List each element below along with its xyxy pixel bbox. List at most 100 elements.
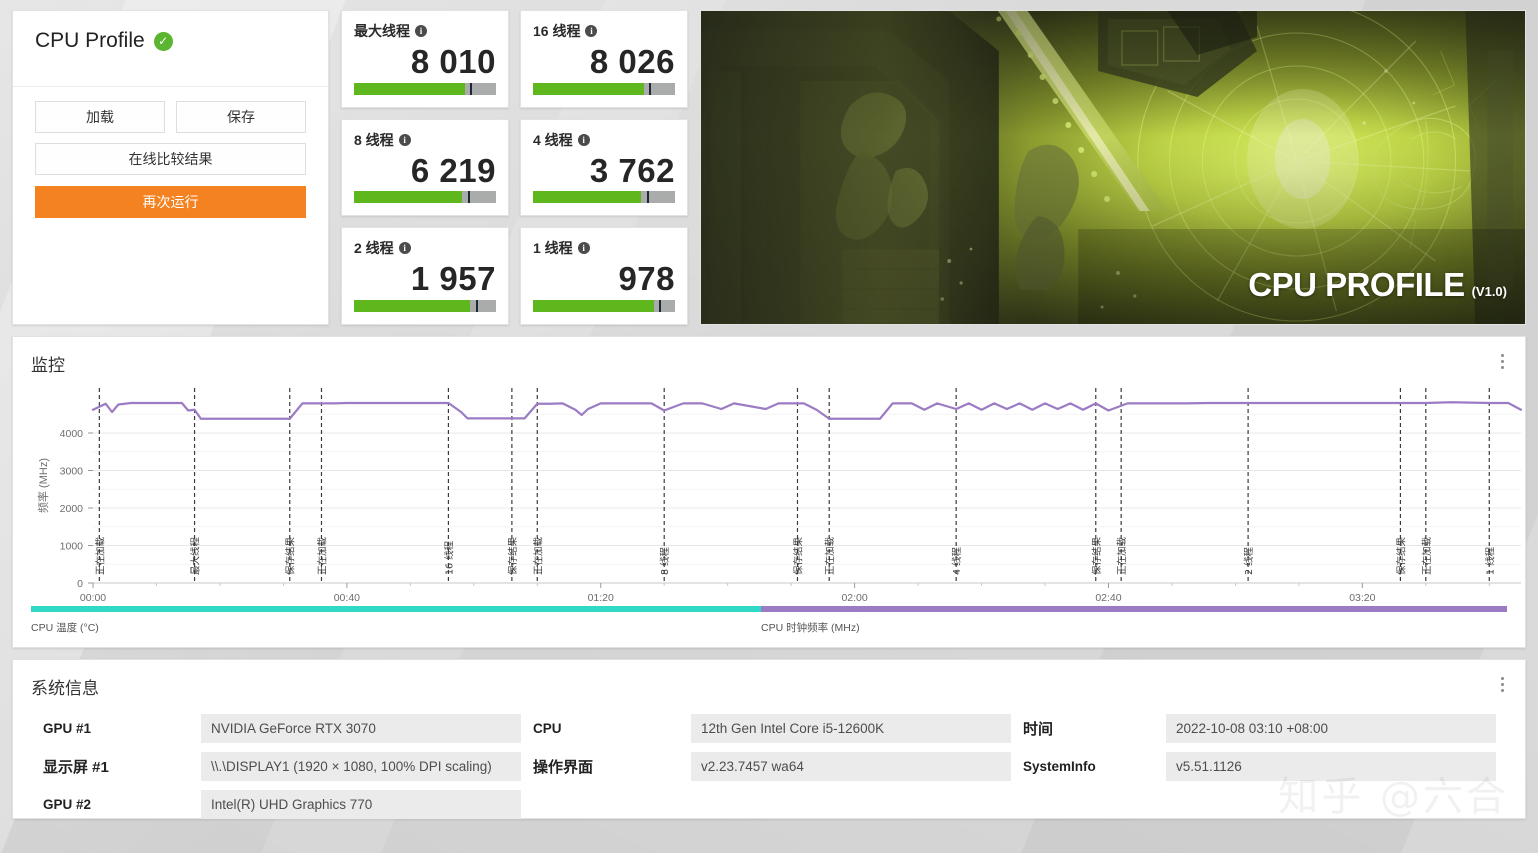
system-info-key-cpu: CPU: [533, 720, 562, 736]
system-info-value-ui: v2.23.7457 wa64: [691, 751, 1011, 781]
system-info-value-gpu1: NVIDIA GeForce RTX 3070: [201, 713, 521, 743]
banner-artwork: [701, 11, 1525, 324]
info-icon[interactable]: i: [415, 25, 427, 37]
chart-event-marker-label: 4 线程: [951, 546, 963, 575]
score-progress-fill: [533, 299, 654, 312]
score-progress-marker: [476, 299, 479, 312]
score-label: 8 线程: [354, 131, 394, 148]
banner-title: CPU PROFILE (V1.0): [1248, 266, 1507, 304]
chart-event-marker-label: 保存结果: [285, 536, 297, 575]
score-label: 16 线程: [533, 23, 581, 39]
monitor-panel: 监控 0 1000 2000 3000 4000 频率 (MHz) 00:00 00:40 01…: [12, 336, 1526, 648]
panel-header: CPU Profile ✓: [13, 11, 328, 87]
score-card-1-thread: 1 线程 i 978: [520, 227, 688, 325]
system-info-value-systeminfo: v5.51.1126: [1166, 751, 1496, 781]
monitor-chart: 0 1000 2000 3000 4000 频率 (MHz) 00:00 00:40 01:20…: [31, 380, 1523, 625]
score-label-row: 4 线程 i: [533, 130, 675, 150]
score-label-row: 8 线程 i: [354, 130, 496, 150]
system-info-key-display1: 显示屏 #1: [43, 758, 109, 776]
x-axis-tick-label: 02:00: [841, 592, 867, 604]
score-progress-marker: [659, 299, 662, 312]
banner-version: (V1.0): [1471, 284, 1507, 299]
system-info-value-cpu: 12th Gen Intel Core i5-12600K: [691, 713, 1011, 743]
score-label-row: 2 线程 i: [354, 238, 496, 258]
chart-event-marker-label: 8 线程: [659, 546, 671, 575]
chart-event-marker-label: 16 线程: [443, 540, 455, 575]
save-button[interactable]: 保存: [176, 101, 306, 133]
x-axis-tick-label: 00:40: [334, 592, 360, 604]
score-progress-fill: [354, 191, 462, 204]
chart-event-marker-label: 保存结果: [792, 536, 804, 575]
score-value: 3 762: [589, 151, 675, 189]
chart-event-marker-label: 正在加载: [1421, 536, 1433, 575]
chart-event-marker-label: 正在加载: [1116, 536, 1128, 575]
run-again-button[interactable]: 再次运行: [35, 186, 306, 218]
x-axis-tick-label: 02:40: [1095, 592, 1121, 604]
chart-event-marker-label: 2 线程: [1243, 546, 1255, 575]
score-value: 8 010: [410, 43, 496, 80]
kebab-menu-icon[interactable]: [1493, 349, 1511, 373]
y-axis-tick-label: 4000: [60, 428, 84, 440]
chart-event-marker-label: 正在加载: [824, 536, 836, 575]
legend-color-swatch-clock: [761, 606, 1507, 612]
benchmark-banner: CPU PROFILE (V1.0): [700, 10, 1526, 325]
panel-actions: 加载 保存 在线比较结果 再次运行: [13, 87, 328, 218]
banner-title-text: CPU PROFILE: [1248, 266, 1465, 303]
load-save-row: 加载 保存: [35, 101, 306, 133]
legend-label-temperature: CPU 温度 (°C): [31, 622, 99, 634]
info-icon[interactable]: i: [577, 133, 590, 146]
score-progress-bar: [533, 299, 675, 312]
legend-item-clock: CPU 时钟频率 (MHz): [761, 606, 1507, 635]
legend-color-swatch-temperature: [31, 606, 761, 612]
chart-event-marker-label: 1 线程: [1484, 546, 1496, 575]
info-icon[interactable]: i: [577, 242, 590, 255]
system-info-key-gpu2: GPU #2: [43, 796, 92, 812]
monitor-chart-svg: 0 1000 2000 3000 4000 频率 (MHz) 00:00 00:40 01:20…: [36, 388, 1523, 604]
y-axis-tick-label: 0: [77, 578, 83, 590]
chart-series-line: [91, 401, 1523, 420]
monitor-title: 监控: [31, 356, 65, 375]
score-label: 4 线程: [533, 131, 573, 148]
score-progress-marker: [470, 82, 473, 95]
check-circle-icon: ✓: [153, 31, 173, 51]
system-info-title: 系统信息: [31, 679, 99, 698]
system-info-value-display1: \\.\DISPLAY1 (1920 × 1080, 100% DPI scal…: [201, 751, 521, 781]
legend-item-temperature: CPU 温度 (°C): [31, 606, 761, 635]
score-label-row: 16 线程 i: [533, 21, 675, 41]
info-icon[interactable]: i: [398, 242, 411, 255]
score-value: 1 957: [410, 260, 496, 298]
top-section: CPU Profile ✓ 加载 保存 在线比较结果 再次运行 最大线程 i: [12, 10, 1526, 325]
score-card-2-threads: 2 线程 i 1 957: [341, 227, 509, 325]
score-card-16-threads: 16 线程 i 8 026: [520, 10, 688, 108]
y-axis-label: 频率 (MHz): [36, 458, 50, 513]
system-info-value-gpu2: Intel(R) UHD Graphics 770: [201, 789, 521, 819]
chart-legend: CPU 温度 (°C) CPU 时钟频率 (MHz): [31, 606, 1507, 635]
page-title: CPU Profile ✓: [35, 29, 306, 53]
score-grid: 最大线程 i 8 010 16 线程 i 8 026: [341, 10, 688, 325]
compare-online-button[interactable]: 在线比较结果: [35, 143, 306, 175]
y-axis-tick-label: 1000: [60, 541, 84, 553]
system-info-panel: 系统信息 GPU #1 NVIDIA GeForce RTX 3070 CPU …: [12, 659, 1526, 820]
kebab-menu-icon[interactable]: [1493, 672, 1511, 696]
info-icon[interactable]: i: [585, 25, 598, 37]
score-card-4-threads: 4 线程 i 3 762: [520, 118, 688, 217]
system-info-grid: GPU #1 NVIDIA GeForce RTX 3070 CPU 12th …: [31, 709, 1507, 823]
load-button[interactable]: 加载: [35, 101, 165, 133]
score-progress-fill: [354, 82, 465, 95]
score-card-8-threads: 8 线程 i 6 219: [341, 118, 509, 217]
y-axis-tick-label: 2000: [60, 503, 84, 515]
score-value: 978: [618, 260, 675, 298]
x-axis-tick-label: 03:20: [1349, 592, 1375, 604]
x-axis-tick-label: 00:00: [80, 592, 106, 604]
score-progress-fill: [354, 299, 471, 312]
system-info-key-systeminfo: SystemInfo: [1023, 758, 1096, 774]
chart-event-marker-label: 正在加载: [316, 536, 328, 575]
score-value: 8 026: [589, 43, 675, 80]
info-icon[interactable]: i: [398, 133, 411, 146]
score-progress-marker: [646, 191, 649, 204]
score-progress-bar: [354, 191, 496, 204]
score-progress-marker: [649, 82, 652, 95]
system-info-key-gpu1: GPU #1: [43, 720, 92, 736]
score-progress-fill: [533, 82, 644, 95]
score-progress-bar: [533, 191, 675, 204]
